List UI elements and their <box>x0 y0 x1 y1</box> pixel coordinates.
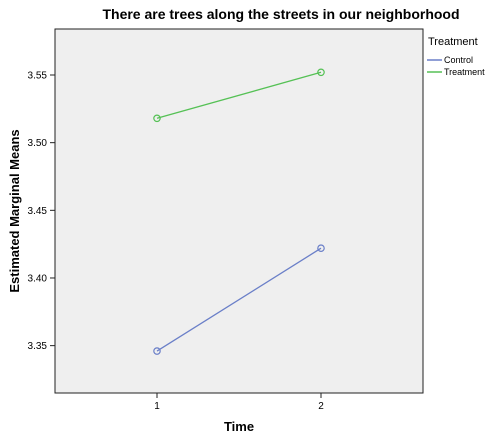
series-line-control <box>156 247 322 352</box>
y-tick-label: 3.35 <box>28 341 48 352</box>
legend-title: Treatment <box>428 36 478 48</box>
y-tick-label: 3.55 <box>28 71 48 82</box>
legend: Treatment Control Treatment <box>427 36 485 77</box>
y-tick-label: 3.40 <box>28 273 48 284</box>
series-line-treatment <box>156 71 322 119</box>
legend-label-treatment: Treatment <box>444 67 485 77</box>
y-axis-title: Estimated Marginal Means <box>7 129 22 292</box>
data-point-treatment <box>153 114 161 123</box>
x-tick-label: 2 <box>318 401 324 412</box>
y-tick-label: 3.50 <box>28 138 48 149</box>
data-point-control <box>317 244 325 253</box>
x-tick-label: 1 <box>154 401 160 412</box>
chart-title: There are trees along the streets in our… <box>102 6 459 22</box>
series-layer <box>153 68 325 355</box>
data-point-control <box>153 347 161 355</box>
y-tick-label: 3.45 <box>28 206 48 217</box>
x-axis-title: Time <box>224 419 254 434</box>
plot-area <box>54 28 424 394</box>
legend-label-control: Control <box>444 55 473 65</box>
data-point-treatment <box>317 68 325 77</box>
y-axis: 3.35 3.40 3.45 3.50 3.55 <box>28 71 55 352</box>
